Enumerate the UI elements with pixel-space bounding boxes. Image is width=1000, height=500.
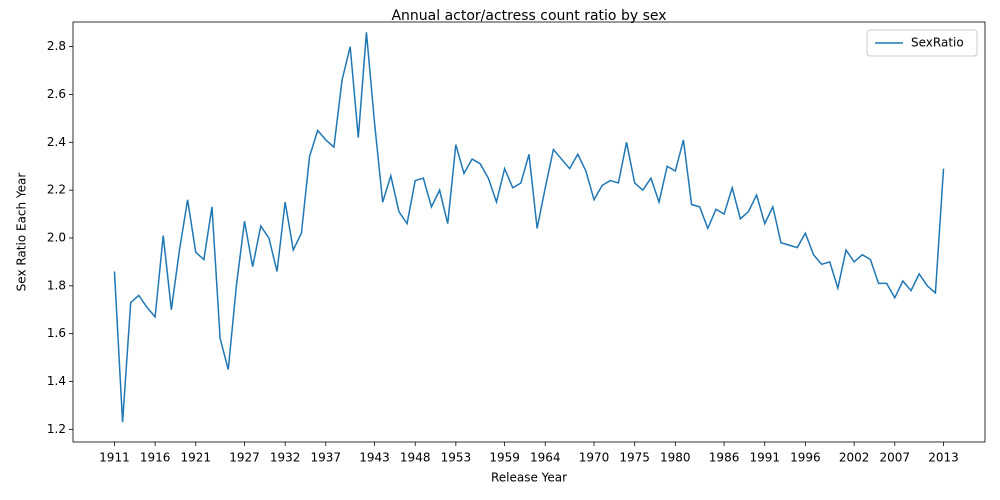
plot-frame <box>72 21 986 443</box>
x-tick-label: 1959 <box>489 451 520 465</box>
x-tick-label: 1911 <box>99 451 130 465</box>
y-tick-label: 1.4 <box>47 374 66 388</box>
chart-title: Annual actor/actress count ratio by sex <box>391 8 666 24</box>
x-tick-label: 1916 <box>140 451 171 465</box>
x-tick-label: 1937 <box>311 451 342 465</box>
x-tick-label: 1986 <box>709 451 740 465</box>
y-axis-label: Sex Ratio Each Year <box>15 173 29 292</box>
y-tick-label: 2.8 <box>47 39 66 53</box>
x-tick-label: 1932 <box>270 451 301 465</box>
y-tick-label: 1.2 <box>47 422 66 436</box>
x-axis-label: Release Year <box>491 471 567 485</box>
x-tick-label: 1991 <box>749 451 780 465</box>
y-tick-label: 1.6 <box>47 326 66 340</box>
x-tick-label: 1980 <box>660 451 691 465</box>
x-tick-label: 1975 <box>619 451 650 465</box>
legend-label: SexRatio <box>911 36 964 50</box>
x-tick-label: 2007 <box>880 451 911 465</box>
y-tick-label: 2.4 <box>47 135 66 149</box>
y-tick-label: 1.8 <box>47 278 66 292</box>
x-tick-label: 1964 <box>530 451 561 465</box>
x-tick-label: 1948 <box>400 451 431 465</box>
legend-box <box>866 29 978 57</box>
x-tick-label: 1996 <box>790 451 821 465</box>
x-tick-label: 1953 <box>441 451 472 465</box>
x-tick-label: 2002 <box>839 451 870 465</box>
y-tick-label: 2.0 <box>47 230 66 244</box>
y-tick-label: 2.6 <box>47 87 66 101</box>
x-tick-label: 1921 <box>180 451 211 465</box>
x-tick-label: 2013 <box>928 451 959 465</box>
data-line <box>113 32 945 423</box>
x-tick-label: 1927 <box>229 451 260 465</box>
x-tick-label: 1970 <box>579 451 610 465</box>
y-tick-label: 2.2 <box>47 183 66 197</box>
x-tick-label: 1943 <box>359 451 390 465</box>
